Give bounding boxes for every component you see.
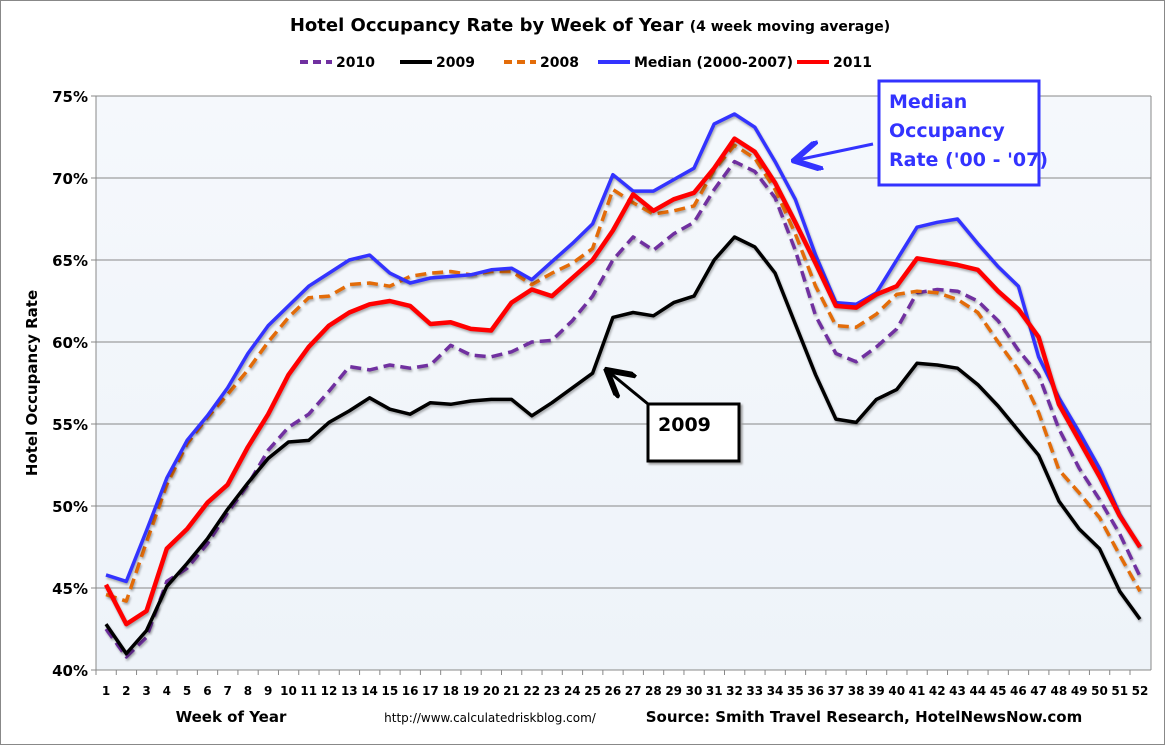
x-tick-label: 29 (665, 684, 682, 698)
x-tick-label: 39 (868, 684, 885, 698)
series-line-2010 (104, 159, 1142, 659)
2009-annotation-text: 2009 (658, 414, 711, 436)
legend: 2010 2009 2008 Median (2000-2007) 2011 (300, 55, 872, 71)
legend-label: 2009 (436, 55, 475, 71)
legend-label: Median (2000-2007) (634, 55, 793, 71)
y-axis-label: Hotel Occupancy Rate (23, 290, 41, 476)
x-tick-label: 36 (807, 684, 824, 698)
source-url: http://www.calculatedriskblog.com/ (384, 711, 597, 725)
x-tick-label: 22 (523, 684, 540, 698)
x-tick-label: 32 (726, 684, 743, 698)
x-tick-label: 34 (767, 684, 784, 698)
x-tick-label: 25 (584, 684, 601, 698)
x-tick-label: 27 (625, 684, 642, 698)
x-tick-label: 14 (361, 684, 378, 698)
x-axis: 1 2 3 4 5 6 7 8 9 10 11 12 13 14 15 16 17 18 19 20 21 22 23 24 2… (95, 96, 1152, 698)
x-tick-label: 1 (102, 684, 110, 698)
x-tick-label: 11 (300, 684, 317, 698)
x-tick-label: 31 (706, 684, 723, 698)
x-tick-label: 38 (848, 684, 865, 698)
x-tick-label: 47 (1030, 684, 1047, 698)
x-tick-label: 35 (787, 684, 804, 698)
x-tick-label: 8 (244, 684, 252, 698)
x-tick-label: 51 (1111, 684, 1128, 698)
title-subtitle: (4 week moving average) (690, 19, 890, 35)
x-tick-label: 30 (686, 684, 703, 698)
x-tick-label: 23 (544, 684, 561, 698)
x-tick-label: 40 (888, 684, 905, 698)
y-tick-label: 65% (52, 252, 88, 270)
x-tick-label: 5 (183, 684, 191, 698)
x-tick-label: 4 (163, 684, 171, 698)
x-tick-label: 45 (990, 684, 1007, 698)
x-tick-label: 21 (503, 684, 520, 698)
series-line-median-2000-2007- (105, 112, 1142, 584)
median-annotation-text: Median Occupancy Rate ('00 - '07) (889, 91, 1048, 171)
x-tick-label: 24 (564, 684, 581, 698)
x-tick-label: 43 (949, 684, 966, 698)
x-tick-label: 33 (746, 684, 763, 698)
2009-annotation-arrow (609, 372, 649, 406)
x-tick-label: 37 (828, 684, 845, 698)
x-tick-label: 19 (463, 684, 480, 698)
x-tick-label: 2 (122, 684, 130, 698)
series-lines (103, 112, 1142, 659)
x-axis-label: Week of Year (176, 708, 287, 726)
series-line-2008 (105, 143, 1142, 603)
legend-label: 2008 (540, 55, 579, 71)
x-tick-label: 15 (381, 684, 398, 698)
y-tick-label: 50% (52, 498, 88, 516)
y-tick-label: 55% (52, 416, 88, 434)
x-tick-label: 20 (483, 684, 500, 698)
x-tick-label: 44 (969, 684, 986, 698)
x-tick-label: 41 (909, 684, 926, 698)
x-tick-label: 50 (1091, 684, 1108, 698)
x-tick-label: 49 (1071, 684, 1088, 698)
x-tick-label: 16 (402, 684, 419, 698)
x-tick-label: 17 (422, 684, 439, 698)
y-axis: 40% 45% 50% 55% 60% 65% 70% 75% (52, 88, 97, 680)
x-tick-label: 48 (1051, 684, 1068, 698)
y-tick-label: 40% (52, 662, 88, 680)
median-annotation-box (877, 79, 1041, 187)
legend-label: 2010 (336, 55, 375, 71)
median-annotation-arrow (797, 144, 874, 160)
title-main: Hotel Occupancy Rate by Week of Year (290, 15, 684, 36)
chart-title: Hotel Occupancy Rate by Week of Year (4 … (290, 15, 890, 36)
x-tick-label: 13 (341, 684, 358, 698)
series-line-2011 (103, 136, 1142, 627)
source-credit: Source: Smith Travel Research, HotelNews… (646, 708, 1083, 726)
y-tick-label: 45% (52, 580, 88, 598)
y-tick-label: 70% (52, 170, 88, 188)
series-line-2009 (104, 235, 1142, 656)
x-tick-label: 6 (203, 684, 211, 698)
x-tick-label: 12 (321, 684, 338, 698)
x-tick-label: 42 (929, 684, 946, 698)
x-tick-label: 26 (605, 684, 622, 698)
x-tick-label: 10 (280, 684, 297, 698)
x-tick-label: 52 (1132, 684, 1149, 698)
x-tick-label: 9 (264, 684, 272, 698)
x-tick-label: 18 (442, 684, 459, 698)
y-tick-label: 60% (52, 334, 88, 352)
2009-annotation-box (646, 402, 741, 463)
y-tick-label: 75% (52, 88, 88, 106)
x-tick-label: 3 (142, 684, 150, 698)
legend-label: 2011 (833, 55, 872, 71)
x-tick-label: 7 (223, 684, 231, 698)
x-tick-label: 28 (645, 684, 662, 698)
x-tick-label: 46 (1010, 684, 1027, 698)
